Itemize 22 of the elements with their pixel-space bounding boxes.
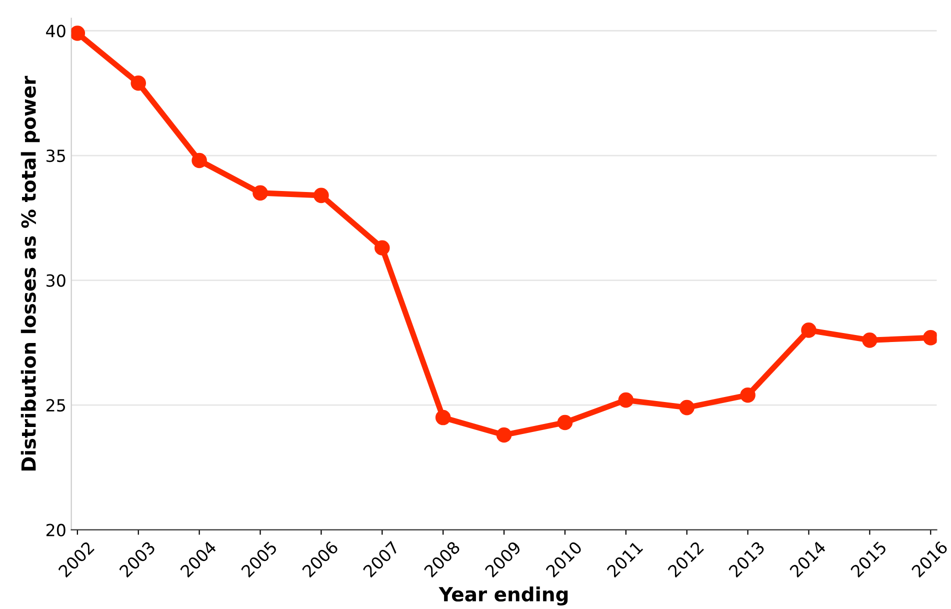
point [679, 400, 694, 416]
y-tick-label: 25 [46, 399, 66, 412]
point [557, 414, 573, 430]
point [374, 240, 390, 256]
y-axis-title: Distribution losses as % total power [20, 76, 40, 471]
point [130, 76, 146, 91]
point [740, 387, 756, 403]
point [192, 152, 207, 168]
point [862, 332, 878, 348]
point [314, 188, 329, 204]
x-axis-title: Year ending [438, 586, 568, 606]
point [496, 427, 512, 443]
point [618, 392, 634, 408]
point [801, 322, 816, 338]
point [923, 330, 937, 346]
y-tick-label: 40 [46, 24, 66, 38]
y-tick-label: 20 [46, 524, 66, 536]
y-tick-label: 35 [46, 149, 66, 162]
point [71, 26, 86, 41]
point [252, 185, 268, 201]
point [435, 410, 451, 426]
y-tick-label: 30 [46, 274, 66, 287]
